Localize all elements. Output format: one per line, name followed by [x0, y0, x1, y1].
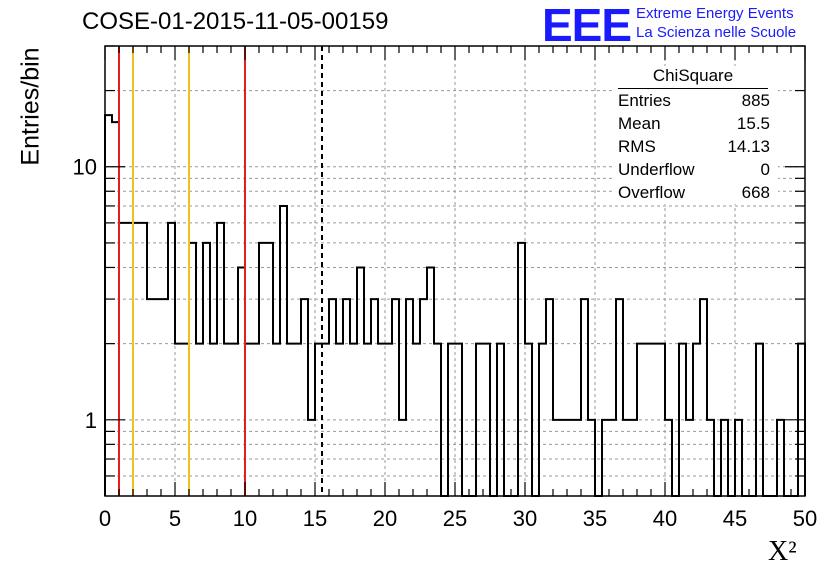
x-axis-label: X² — [768, 536, 797, 567]
x-tick-label: 45 — [723, 506, 747, 531]
stats-value: 15.5 — [736, 114, 770, 133]
eee-logo: EEE — [542, 0, 632, 51]
stats-row-underflow: Underflow 0 — [612, 158, 778, 181]
stats-row-rms: RMS 14.13 — [612, 135, 778, 158]
chart-title: COSE-01-2015-11-05-00159 — [82, 8, 389, 35]
stats-label: Mean — [618, 114, 661, 133]
x-tick-label: 35 — [583, 506, 607, 531]
stats-value: 668 — [741, 183, 770, 202]
stats-box: ChiSquare Entries 885 Mean 15.5 RMS 14.1… — [612, 66, 778, 204]
stats-value: 14.13 — [727, 137, 770, 156]
x-tick-label: 25 — [443, 506, 467, 531]
y-tick-label: 1 — [85, 408, 97, 433]
stats-row-entries: Entries 885 — [612, 89, 778, 112]
x-tick-label: 0 — [99, 506, 111, 531]
x-tick-label: 40 — [653, 506, 677, 531]
logo-caption: Extreme Energy Events La Scienza nelle S… — [636, 4, 796, 42]
y-tick-label: 10 — [73, 155, 97, 180]
x-tick-label: 5 — [169, 506, 181, 531]
logo-line-1: Extreme Energy Events — [636, 5, 794, 22]
x-tick-label: 15 — [303, 506, 327, 531]
x-tick-label: 10 — [233, 506, 257, 531]
stats-value: 0 — [760, 160, 770, 179]
x-tick-label: 50 — [793, 506, 817, 531]
stats-row-mean: Mean 15.5 — [612, 112, 778, 135]
stats-label: RMS — [618, 137, 656, 156]
stats-row-overflow: Overflow 668 — [612, 181, 778, 204]
stats-value: 885 — [741, 91, 770, 110]
stats-label: Overflow — [618, 183, 686, 202]
stats-title: ChiSquare — [618, 66, 768, 89]
logo-line-2: La Scienza nelle Scuole — [636, 24, 797, 41]
stats-label: Entries — [618, 91, 671, 110]
y-axis-label: Entries/bin — [16, 47, 45, 166]
x-tick-label: 30 — [513, 506, 537, 531]
stats-label: Underflow — [618, 160, 695, 179]
x-tick-label: 20 — [373, 506, 397, 531]
histogram-series — [104, 114, 806, 497]
